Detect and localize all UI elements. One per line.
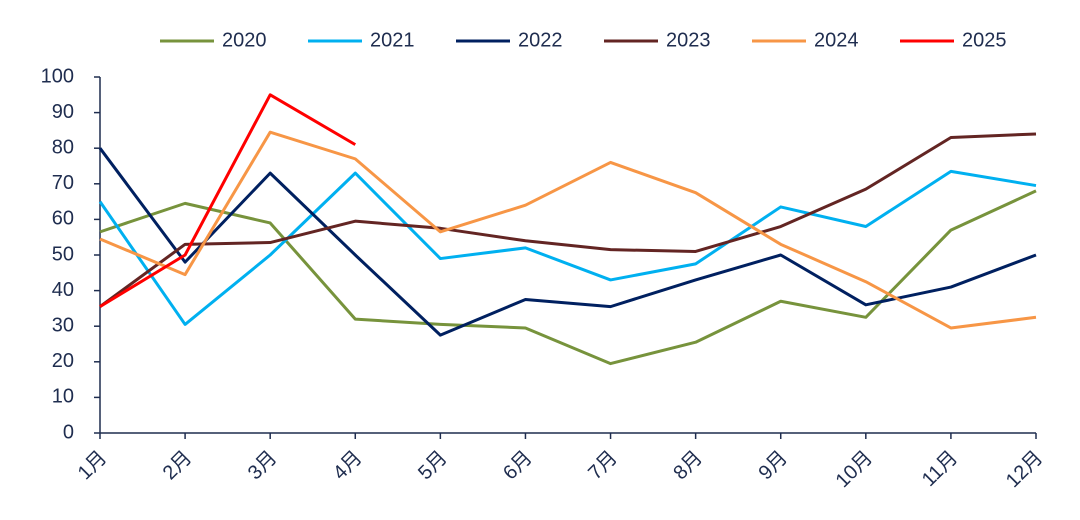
y-tick-label: 50	[52, 243, 74, 265]
y-tick-label: 10	[52, 386, 74, 408]
x-tick-label: 10月	[832, 447, 877, 492]
y-tick-label: 80	[52, 136, 74, 158]
x-tick-label: 11月	[918, 447, 962, 491]
x-tick-label: 12月	[1002, 447, 1047, 492]
x-tick-label: 1月	[74, 447, 112, 485]
legend-label: 2022	[518, 29, 563, 51]
x-tick-label: 4月	[329, 447, 367, 485]
y-tick-label: 40	[52, 279, 74, 301]
y-tick-label: 100	[41, 65, 74, 87]
series-line	[99, 189, 1037, 366]
series-line	[99, 132, 1037, 308]
y-tick-label: 60	[52, 208, 74, 230]
y-tick-label: 0	[63, 421, 74, 443]
legend-label: 2021	[370, 29, 415, 51]
x-tick-label: 8月	[669, 447, 707, 485]
series-line	[98, 147, 1037, 337]
series-line	[99, 93, 357, 308]
y-tick-label: 30	[52, 314, 74, 336]
legend-label: 2024	[814, 29, 859, 51]
x-tick-label: 3月	[244, 447, 282, 485]
series-line	[98, 169, 1037, 326]
y-tick-label: 70	[52, 172, 74, 194]
y-tick-label: 20	[52, 350, 74, 372]
legend-label: 2020	[222, 29, 267, 51]
x-tick-label: 9月	[754, 447, 792, 485]
x-tick-label: 6月	[499, 447, 537, 485]
x-tick-label: 7月	[584, 447, 622, 485]
legend-label: 2023	[666, 29, 711, 51]
x-tick-label: 5月	[414, 447, 452, 485]
series-line	[99, 130, 1037, 330]
y-tick-label: 90	[52, 101, 74, 123]
legend-label: 2025	[962, 29, 1007, 51]
x-tick-label: 2月	[159, 447, 197, 485]
